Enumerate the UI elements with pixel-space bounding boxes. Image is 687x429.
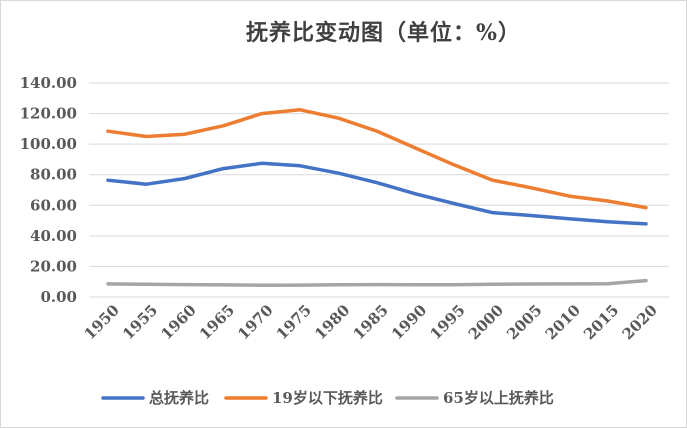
y-tick-label: 80.00 <box>30 166 77 184</box>
y-tick-label: 120.00 <box>20 105 77 123</box>
series-line-2 <box>106 108 648 210</box>
x-tick-label: 1990 <box>388 301 430 343</box>
series-line-3 <box>106 278 648 287</box>
y-tick-label: 100.00 <box>20 135 77 153</box>
x-tick-label: 1955 <box>119 301 161 343</box>
y-tick-label: 60.00 <box>30 196 77 214</box>
legend: 总抚养比 19岁以下抚养比 65岁以上抚养比 <box>101 389 554 407</box>
y-tick-label: 40.00 <box>30 227 77 245</box>
x-tick-label: 1980 <box>311 301 353 343</box>
chart-title: 抚养比变动图（单位：%） <box>246 20 521 46</box>
legend-label: 总抚养比 <box>149 389 209 407</box>
y-axis-ticks: 0.00 20.00 40.00 60.00 80.00 100.00 120.00 140.… <box>20 74 77 306</box>
legend-label: 19岁以下抚养比 <box>272 389 383 407</box>
x-tick-label: 1995 <box>426 301 468 343</box>
x-tick-label: 1970 <box>234 301 276 343</box>
series-lines <box>106 108 648 287</box>
x-axis-ticks: 1950195519601965197019751980198519901995… <box>81 301 661 343</box>
x-tick-label: 1985 <box>350 301 392 343</box>
x-tick-label: 2015 <box>580 301 622 343</box>
x-tick-label: 2000 <box>465 301 507 343</box>
x-tick-label: 1960 <box>157 301 199 343</box>
x-tick-label: 2020 <box>619 301 661 343</box>
x-tick-label: 2005 <box>503 301 545 343</box>
series-line-1 <box>106 161 648 226</box>
y-tick-label: 0.00 <box>40 288 77 306</box>
y-tick-label: 140.00 <box>20 74 77 92</box>
gridlines <box>89 82 669 298</box>
x-tick-label: 1965 <box>196 301 238 343</box>
legend-label: 65岁以上抚养比 <box>443 389 554 407</box>
x-tick-label: 1950 <box>81 301 123 343</box>
x-tick-label: 2010 <box>542 301 584 343</box>
x-tick-label: 1975 <box>273 301 315 343</box>
y-tick-label: 20.00 <box>30 257 77 275</box>
